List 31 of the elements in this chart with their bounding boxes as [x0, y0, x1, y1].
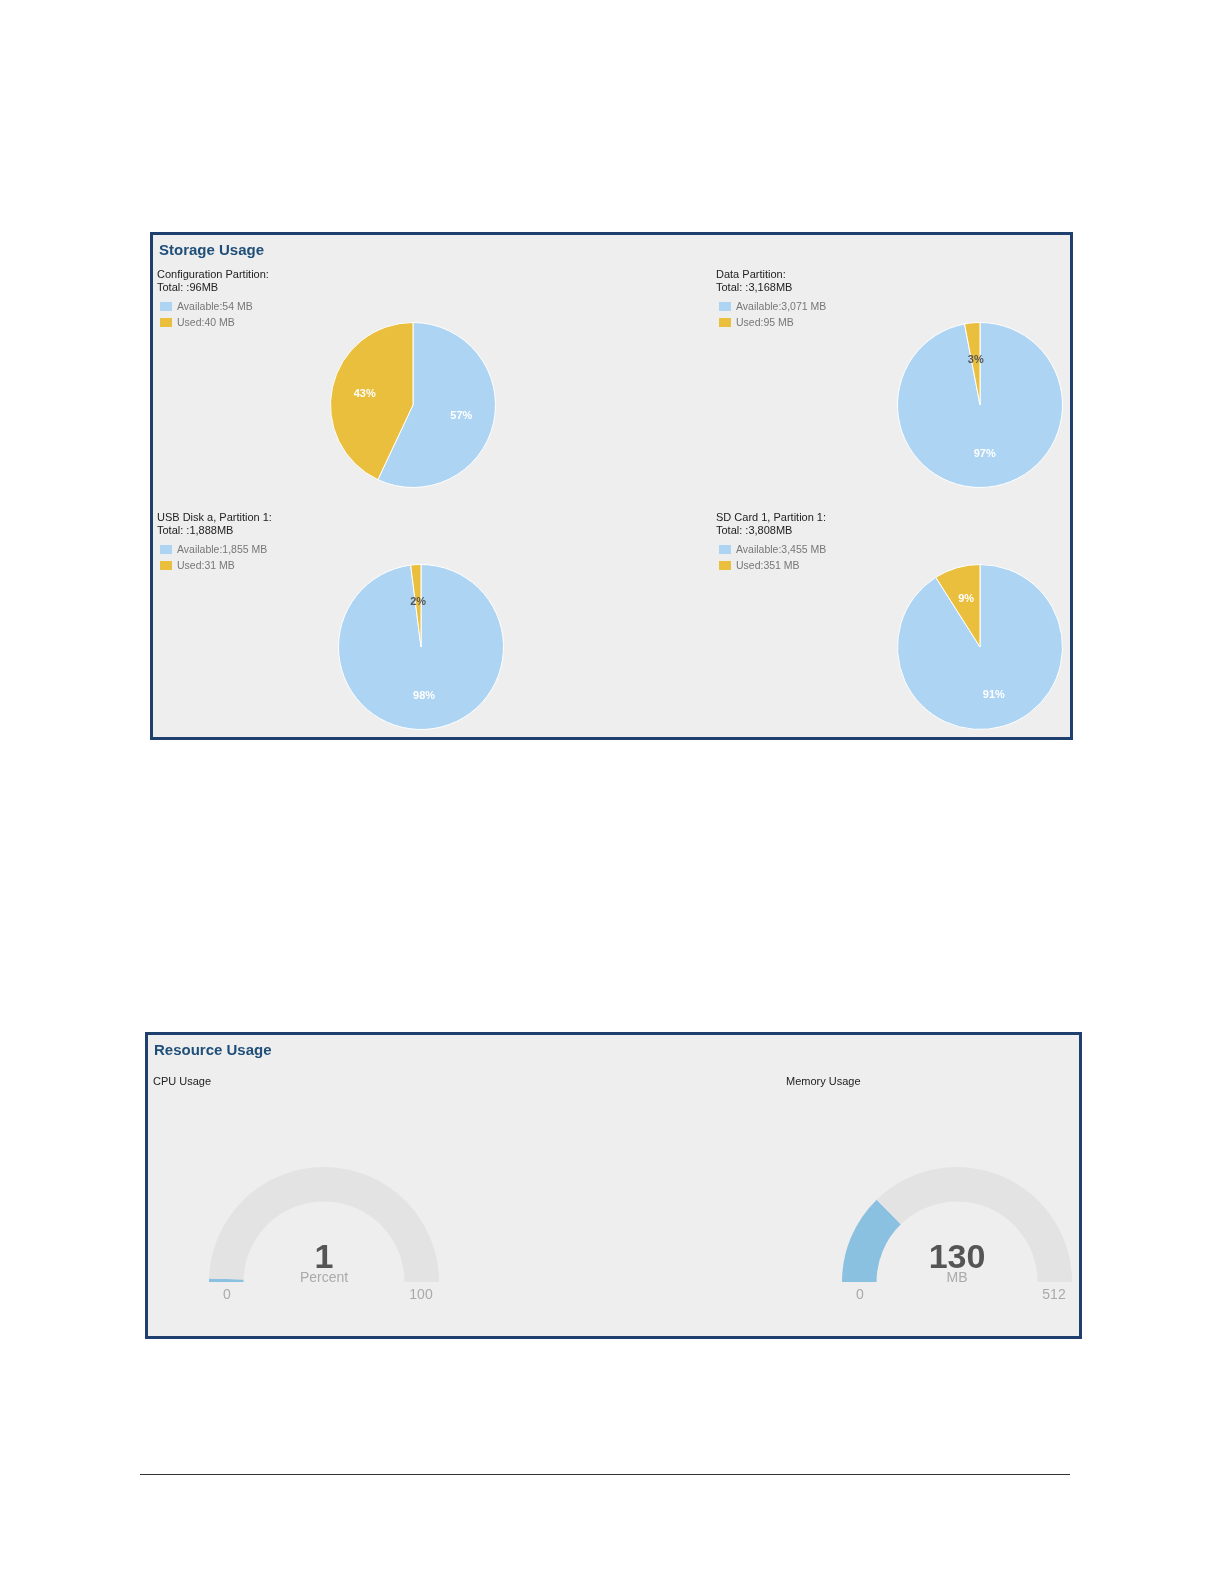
text: 0: [223, 1286, 231, 1302]
chart-subtitle: Total: :1,888MB: [157, 524, 235, 537]
chart-title: Memory Usage: [786, 1075, 862, 1088]
text: Storage Usage: [159, 241, 265, 258]
chart-title: Data Partition:: [716, 268, 787, 281]
legend-label: Available:3,071 MB: [736, 300, 827, 312]
legend-label: Available:54 MB: [177, 300, 253, 312]
data-label: 57%: [450, 408, 473, 421]
data-label: 3%: [967, 352, 984, 365]
chart-title: USB Disk a, Partition 1:: [157, 511, 273, 524]
chart-subtitle: Total: :3,808MB: [716, 524, 794, 537]
legend-label: Available:1,855 MB: [177, 543, 268, 555]
text: 100: [409, 1286, 433, 1302]
legend-label: Used:31 MB: [177, 559, 235, 571]
data-label: 97%: [973, 447, 996, 460]
chart-subtitle: Total: :96MB: [157, 281, 220, 294]
text: 512: [1042, 1286, 1066, 1302]
data-label: 9%: [958, 592, 975, 605]
legend-label: Used:351 MB: [736, 559, 800, 571]
data-label: 91%: [982, 687, 1006, 700]
chart-title: Configuration Partition:: [157, 268, 270, 281]
legend-label: Used:40 MB: [177, 316, 235, 328]
chart-subtitle: Total: :3,168MB: [716, 281, 794, 294]
chart-title: SD Card 1, Partition 1:: [716, 511, 828, 524]
data-label: 43%: [353, 387, 376, 400]
text: 0: [856, 1286, 864, 1302]
chart-title: CPU Usage: [153, 1075, 213, 1088]
data-label: 98%: [413, 689, 436, 702]
legend-label: Used:95 MB: [736, 316, 794, 328]
legend-label: Available:3,455 MB: [736, 543, 827, 555]
text: Resource Usage: [154, 1041, 272, 1058]
